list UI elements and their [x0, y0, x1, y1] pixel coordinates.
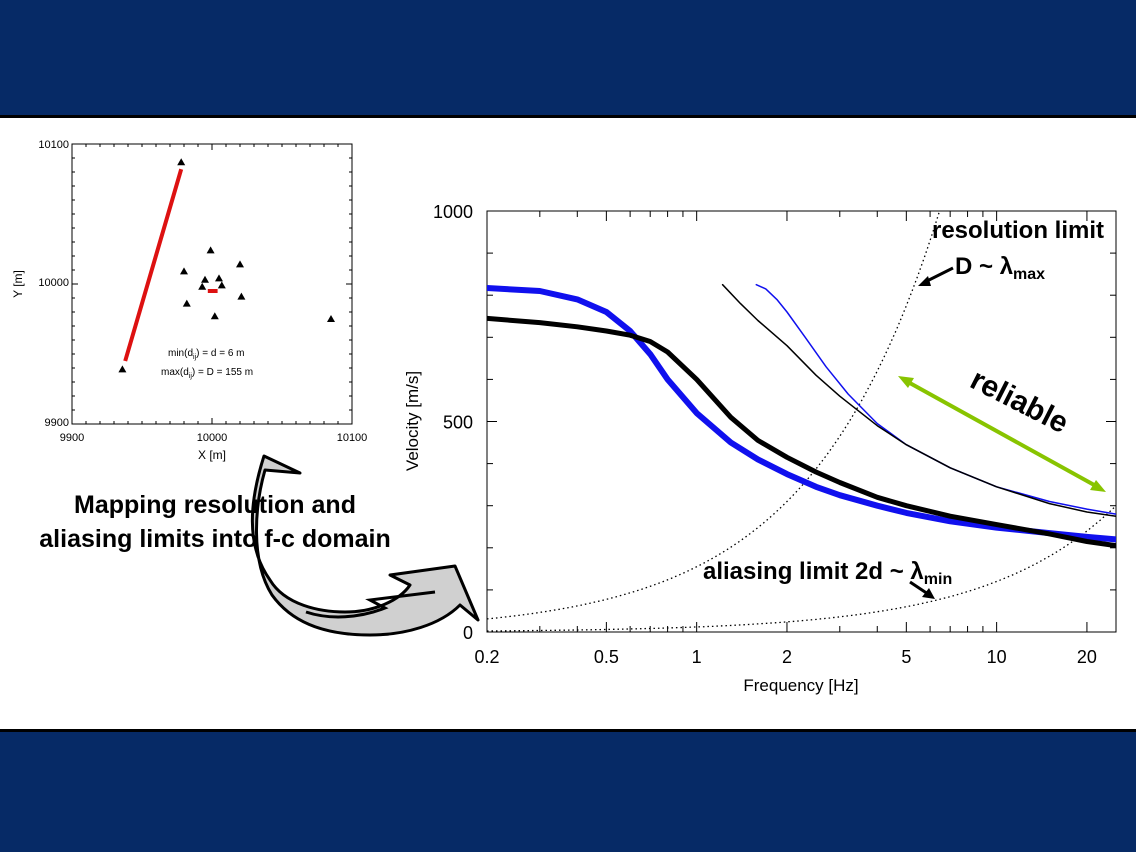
y-axis-label: Velocity [m/s] — [403, 371, 422, 471]
x-tick-label: 0.5 — [594, 647, 619, 667]
station-marker — [215, 274, 223, 282]
min-distance-annotation: min(dij) = d = 6 m — [168, 348, 245, 361]
series-line-thick-black — [487, 315, 1116, 549]
station-marker — [327, 315, 335, 322]
x-tick-label: 10 — [987, 647, 1007, 667]
mapping-label-line1: Mapping resolution and — [74, 491, 356, 519]
station-marker — [180, 267, 188, 275]
resolution-limit-formula: D ~ λmax — [955, 253, 1045, 283]
station-marker — [201, 275, 209, 283]
station-marker — [210, 312, 219, 320]
station-marker — [206, 246, 215, 254]
chart-frame — [486, 210, 1117, 633]
chart-ticks — [486, 210, 1116, 633]
resolution-pointer-arrow — [924, 266, 954, 284]
x-tick-labels: 0.2 0.5 1 2 5 10 20 — [474, 647, 1096, 667]
station-marker — [236, 260, 244, 268]
x-tick-label: 0.2 — [474, 647, 499, 667]
map-xtick-left: 9900 — [60, 432, 84, 444]
map-ytick-top: 10100 — [38, 139, 69, 151]
aliasing-limit-curve — [487, 505, 1116, 632]
station-marker — [177, 158, 186, 166]
reliable-arrow-head-left — [898, 376, 914, 388]
y-tick-labels: 0 500 1000 — [433, 202, 473, 643]
max-distance-line — [123, 168, 184, 362]
x-tick-label: 5 — [901, 647, 911, 667]
x-tick-label: 1 — [692, 647, 702, 667]
stations — [118, 158, 335, 373]
curved-arrow — [250, 454, 480, 637]
dispersion-chart: 0.2 0.5 1 2 5 10 20 0 500 1000 Frequency [Hz] Ve… — [403, 202, 1117, 695]
map-frame — [71, 143, 353, 425]
dispersion-series — [487, 283, 1116, 549]
mapping-label-line2: aliasing limits into f-c domain — [39, 525, 391, 553]
aliasing-limit-label: aliasing limit 2d ~ λmin — [703, 558, 952, 588]
station-marker — [217, 281, 226, 289]
reliable-arrow-head-right — [1090, 480, 1106, 492]
reliable-range-arrow — [907, 380, 1097, 488]
y-tick-label: 500 — [443, 413, 473, 433]
station-marker — [237, 292, 246, 300]
series-line-thin-blue — [755, 283, 1116, 515]
map-xtick-mid: 10000 — [197, 432, 228, 444]
map-ytick-bottom: 9900 — [45, 417, 69, 429]
arrow-inner-edge — [305, 590, 436, 619]
x-axis-label: Frequency [Hz] — [743, 676, 858, 695]
resolution-pointer-head — [918, 276, 931, 286]
map-ylabel: Y [m] — [11, 270, 25, 298]
x-tick-label: 20 — [1077, 647, 1097, 667]
x-tick-label: 2 — [782, 647, 792, 667]
aliasing-pointer-head — [922, 588, 935, 599]
map-xlabel: X [m] — [198, 448, 226, 462]
map-ticks — [71, 143, 353, 425]
y-tick-label: 0 — [463, 623, 473, 643]
station-marker — [182, 299, 191, 307]
series-line-thick-blue — [487, 285, 1116, 543]
series-line-thin-black — [721, 283, 1116, 517]
station-marker — [198, 282, 207, 290]
station-marker — [118, 365, 127, 373]
map-ytick-mid: 10000 — [38, 277, 69, 289]
mapping-label: Mapping resolution and aliasing limits i… — [0, 488, 430, 556]
max-distance-annotation: max(dij) = D = 155 m — [161, 367, 253, 380]
y-tick-label: 1000 — [433, 202, 473, 222]
resolution-limit-title: resolution limit — [932, 217, 1104, 244]
arrow-shape — [250, 454, 480, 637]
array-map: 10100 10000 9900 9900 10000 10100 X [m] … — [11, 139, 367, 462]
map-xtick-right: 10100 — [337, 432, 368, 444]
aliasing-pointer-arrow — [909, 580, 929, 596]
